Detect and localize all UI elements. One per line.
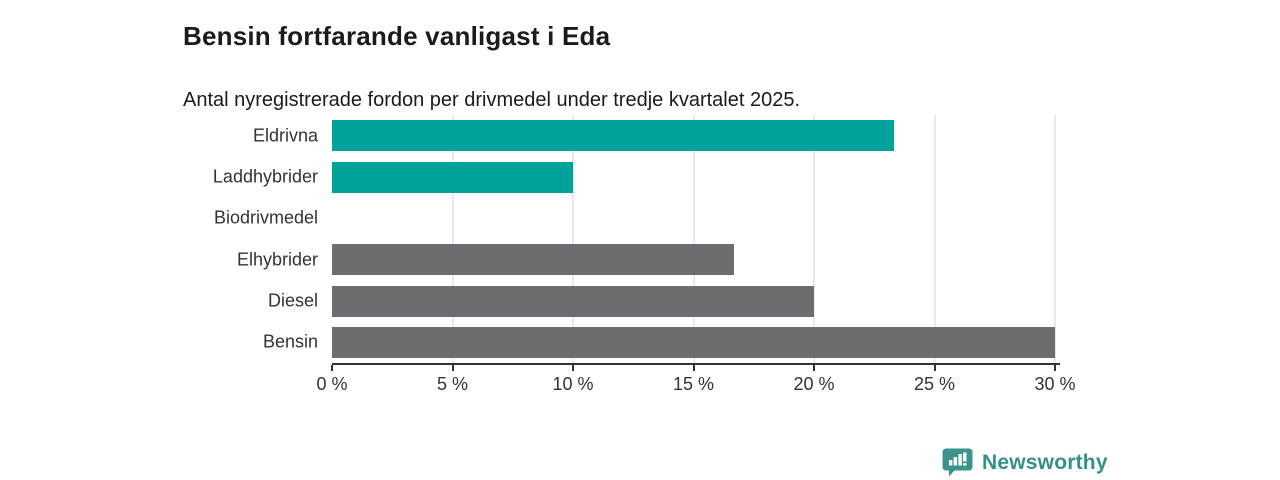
tick-label: 20 %: [793, 374, 835, 394]
gridline: [813, 115, 815, 363]
tick-mark: [933, 365, 936, 371]
chart-title: Bensin fortfarande vanligast i Eda: [183, 21, 611, 52]
tick-label: 30 %: [1034, 374, 1076, 394]
category-label: Biodrivmedel: [213, 207, 318, 228]
tick-mark: [1054, 365, 1056, 371]
bar: [332, 326, 1055, 358]
tick-mark: [692, 365, 695, 371]
chart-subtitle: Antal nyregistrerade fordon per drivmede…: [183, 89, 801, 111]
tick-label: 25 %: [913, 374, 956, 394]
category-label: Diesel: [267, 290, 318, 311]
bar: [332, 120, 894, 152]
bar: [332, 244, 735, 276]
bar: [332, 285, 814, 317]
tick-label: 15 %: [672, 374, 715, 394]
category-label: Eldrivna: [252, 125, 318, 146]
tick-mark: [331, 365, 333, 371]
category-label: Bensin: [262, 331, 318, 352]
x-axis: 0 % 5 % 10 % 15 % 20 % 25 % 30 %: [316, 365, 1076, 399]
newsworthy-bubble-chart-icon: [942, 448, 973, 477]
plot-area: [332, 115, 1056, 363]
tick-label: 5 %: [436, 374, 469, 394]
gridline: [933, 115, 936, 363]
tick-mark: [451, 365, 454, 371]
tick-mark: [813, 365, 815, 371]
tick-label: 10 %: [552, 374, 594, 394]
category-label: Elhybrider: [236, 249, 318, 270]
bar: [332, 161, 573, 193]
gridline: [1054, 115, 1056, 363]
gridline: [572, 115, 574, 363]
newsworthy-logo: Newsworthy: [941, 447, 1108, 478]
tick-mark: [572, 365, 574, 371]
category-labels: Eldrivna Laddhybrider Biodrivmedel Elhybrid…: [0, 115, 318, 363]
gridline: [451, 115, 454, 363]
gridline: [692, 115, 695, 363]
newsworthy-wordmark: Newsworthy: [982, 450, 1108, 474]
tick-label: 0 %: [316, 374, 348, 394]
x-axis-line: [332, 363, 1060, 365]
category-label: Laddhybrider: [212, 166, 318, 187]
